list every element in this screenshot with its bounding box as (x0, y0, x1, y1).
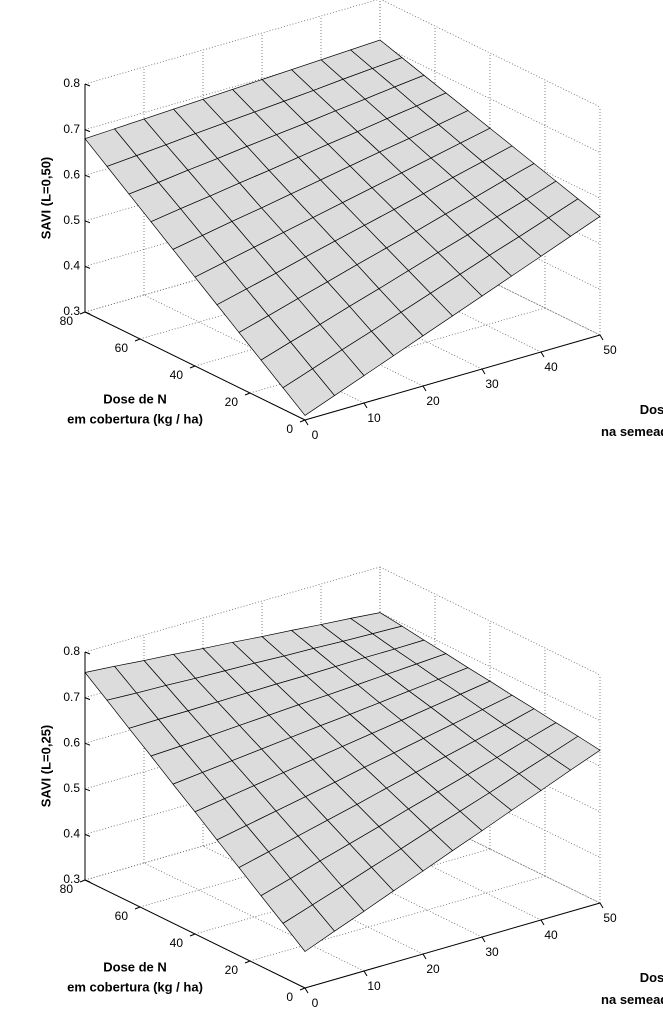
z-tick-label: 0.3 (63, 304, 80, 318)
grid-line (379, 566, 601, 676)
y-tick-label: 60 (115, 341, 129, 355)
y-tick (134, 338, 141, 342)
surface-cell (282, 368, 336, 416)
grid-line (379, 749, 601, 858)
z-tick-label: 0.6 (63, 735, 80, 749)
x-tick (304, 987, 309, 994)
surface-cell (282, 904, 336, 952)
z-tick-label: 0.8 (63, 76, 80, 90)
x-tick (422, 385, 427, 392)
grid-line (381, 0, 601, 108)
x-tick-label: 50 (603, 343, 617, 357)
x-axis-label: na semeadura (kg / ha) (601, 424, 663, 439)
z-tick (84, 742, 91, 746)
z-tick-label: 0.4 (63, 259, 80, 273)
x-tick-label: 20 (426, 394, 440, 408)
y-tick-label: 80 (60, 314, 74, 328)
z-tick (84, 265, 91, 269)
z-tick (84, 697, 91, 701)
x-axis-label: na semeadura (kg / ha) (601, 992, 663, 1007)
x-axis-label: Dose de N (640, 402, 663, 417)
grid-line (143, 862, 365, 972)
y-axis-label: em cobertura (kg / ha) (67, 979, 203, 994)
y-tick-label: 80 (60, 882, 74, 896)
x-tick (481, 936, 486, 943)
x-tick (363, 402, 368, 409)
grid-line (84, 566, 381, 653)
y-tick (189, 365, 196, 369)
grid-line (379, 89, 601, 199)
z-tick-label: 0.3 (63, 872, 80, 886)
grid-line (379, 703, 601, 813)
y-tick-label: 60 (115, 909, 129, 923)
y-tick (244, 960, 251, 964)
x-tick (304, 419, 309, 426)
y-tick (299, 419, 306, 423)
z-tick-label: 0.8 (63, 644, 80, 658)
z-tick (84, 651, 91, 655)
z-tick-label: 0.5 (63, 781, 80, 795)
x-tick-label: 10 (367, 979, 381, 993)
y-tick (134, 906, 141, 910)
z-tick-label: 0.7 (63, 690, 80, 704)
y-tick (299, 987, 306, 991)
grid-line (249, 875, 546, 962)
x-tick (599, 902, 604, 909)
y-tick-label: 40 (170, 368, 184, 382)
x-tick (422, 953, 427, 960)
x-tick-label: 50 (603, 911, 617, 925)
x-tick (481, 368, 486, 375)
y-tick (79, 879, 86, 883)
y-axis-label: Dose de N (103, 959, 167, 974)
x-tick-label: 0 (312, 996, 319, 1010)
x-tick-label: 30 (485, 377, 499, 391)
z-axis-label: SAVI (L=0,25) (38, 725, 53, 807)
x-tick-label: 40 (544, 928, 558, 942)
x-axis (304, 334, 601, 421)
x-tick-label: 10 (367, 411, 381, 425)
y-tick-label: 0 (286, 990, 293, 1004)
x-axis-label: Dose de N (640, 970, 663, 985)
grid-line (143, 294, 365, 404)
y-tick-label: 40 (170, 936, 184, 950)
y-tick (189, 933, 196, 937)
x-axis (304, 902, 601, 989)
z-tick (84, 129, 91, 133)
x-tick (540, 919, 545, 926)
z-tick-label: 0.5 (63, 213, 80, 227)
z-tick (84, 833, 91, 837)
grid-line (379, 226, 601, 336)
x-tick (363, 970, 368, 977)
x-tick-label: 20 (426, 962, 440, 976)
z-tick (84, 788, 91, 792)
grid-line (84, 0, 378, 85)
x-tick-label: 30 (485, 945, 499, 959)
z-tick (84, 879, 91, 883)
y-tick (79, 311, 86, 315)
z-tick-label: 0.6 (63, 167, 80, 181)
grid-line (379, 794, 601, 904)
grid-line (379, 181, 601, 290)
grid-line (379, 612, 601, 721)
y-axis-label: em cobertura (kg / ha) (67, 411, 203, 426)
y-tick-label: 20 (225, 963, 239, 977)
y-tick (244, 392, 251, 396)
z-axis-label: SAVI (L=0,50) (38, 157, 53, 239)
z-tick (84, 311, 91, 315)
z-tick (84, 174, 91, 178)
y-tick-label: 0 (286, 422, 293, 436)
grid-line (379, 44, 601, 153)
y-tick-label: 20 (225, 395, 239, 409)
z-tick-label: 0.7 (63, 122, 80, 136)
x-tick-label: 0 (312, 428, 319, 442)
z-tick (84, 83, 91, 87)
x-tick-label: 40 (544, 360, 558, 374)
z-tick-label: 0.4 (63, 827, 80, 841)
z-tick (84, 220, 91, 224)
x-tick (599, 334, 604, 341)
x-tick (540, 351, 545, 358)
y-axis-label: Dose de N (103, 391, 167, 406)
